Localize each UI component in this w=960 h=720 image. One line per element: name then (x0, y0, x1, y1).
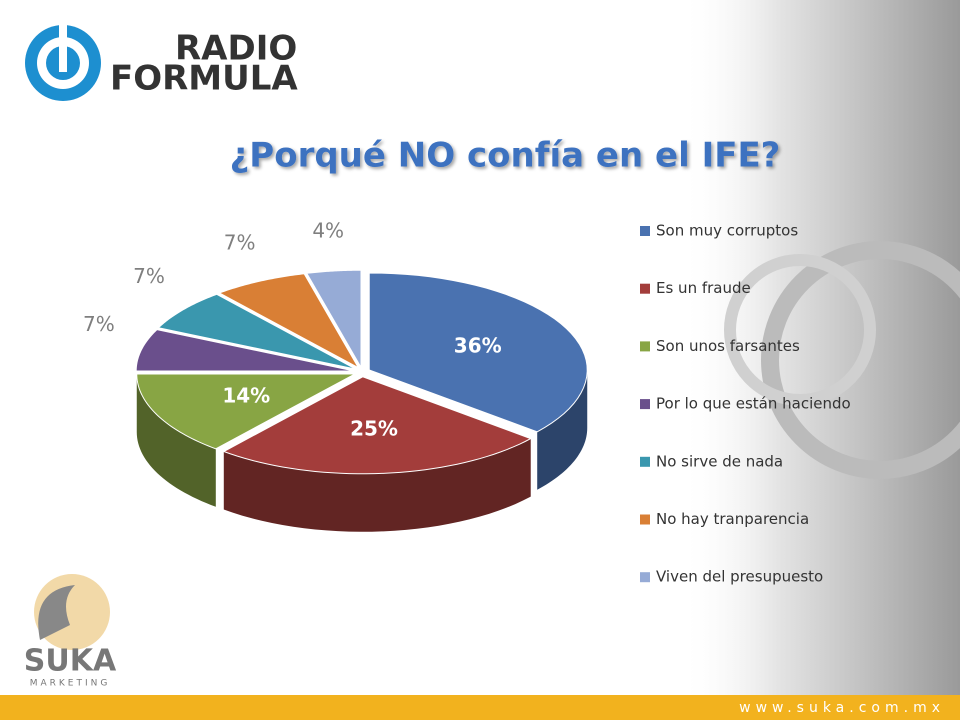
slice (368, 272, 588, 433)
legend-swatch (640, 226, 650, 236)
data-label: 7% (133, 264, 165, 288)
slice (218, 273, 360, 369)
footer-bar (0, 695, 960, 720)
chart-title: ¿Porqué NO confía en el IFE? (230, 136, 781, 176)
legend-swatch (640, 341, 650, 352)
pie: 36% 25% 14% 7% 7% 7% 4% (83, 218, 588, 532)
slice (157, 293, 356, 370)
suka-tagline: MARKETING (30, 679, 111, 689)
data-label: 7% (83, 312, 115, 336)
slice (135, 329, 355, 372)
data-label: 25% (350, 416, 398, 440)
slice-side (136, 374, 216, 507)
legend-swatch (640, 399, 650, 410)
legend-swatch (640, 456, 650, 467)
speaker-decoration (724, 254, 876, 406)
suka-logo: SUKA MARKETING (24, 574, 117, 689)
speaker-decoration (761, 241, 960, 479)
slice-side (223, 438, 531, 532)
slice (305, 269, 362, 370)
legend-swatch (640, 572, 650, 583)
data-label: 4% (312, 218, 344, 242)
slice (222, 376, 532, 475)
legend-label: Por lo que están haciendo (656, 395, 851, 413)
data-label: 7% (224, 231, 256, 255)
slice (136, 373, 355, 450)
legend-swatch (640, 283, 650, 294)
data-label: 14% (222, 383, 270, 407)
legend: Son muy corruptos Es un fraude Son unos fa… (640, 222, 851, 586)
footer-url: www.suka.com.mx (739, 700, 945, 716)
suka-text: SUKA (24, 644, 117, 679)
legend-label: No sirve de nada (656, 452, 783, 470)
legend-swatch (640, 514, 650, 525)
logo-text: FORMULA (110, 59, 298, 99)
legend-label: Son muy corruptos (656, 222, 798, 240)
slice-side (537, 369, 588, 490)
legend-label: No hay tranparencia (656, 510, 809, 528)
legend-label: Es un fraude (656, 279, 751, 297)
legend-label: Viven del presupuesto (656, 568, 823, 586)
logo-text: RADIO (175, 29, 297, 69)
legend-label: Son unos farsantes (656, 337, 800, 355)
data-label: 36% (454, 334, 502, 358)
radio-logo: RADIO FORMULA (25, 22, 298, 101)
